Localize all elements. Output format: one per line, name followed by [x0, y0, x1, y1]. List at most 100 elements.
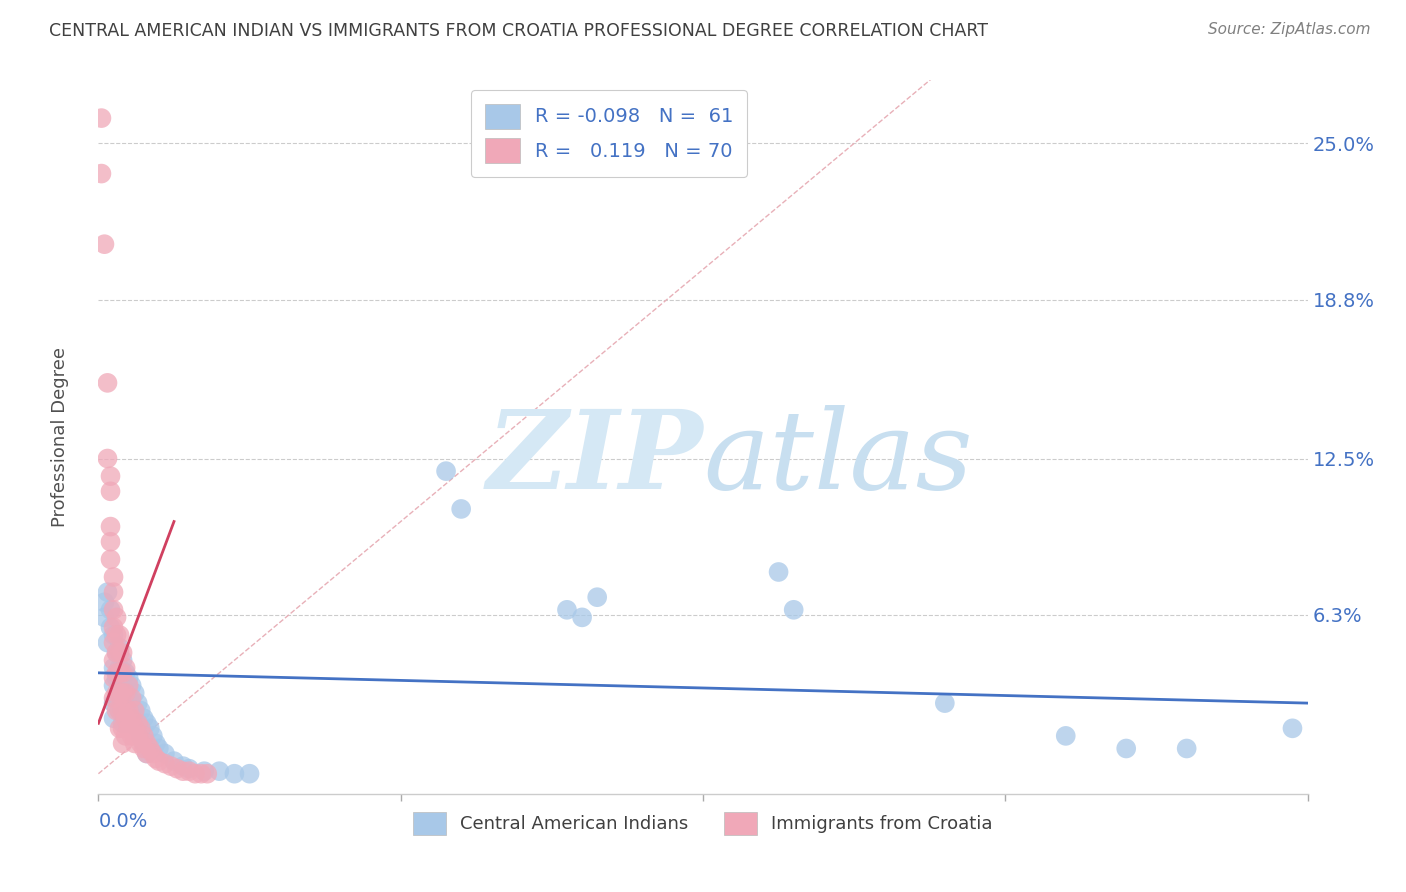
- Point: [1281, 722, 1303, 736]
- Point: [118, 704, 141, 718]
- Point: [783, 603, 806, 617]
- Point: [121, 729, 143, 743]
- Point: [100, 620, 122, 634]
- Point: [114, 686, 136, 700]
- Point: [124, 736, 146, 750]
- Point: [166, 762, 188, 776]
- Point: [132, 711, 155, 725]
- Point: [434, 464, 457, 478]
- Point: [172, 764, 194, 779]
- Point: [121, 711, 143, 725]
- Point: [208, 764, 231, 779]
- Point: [193, 764, 215, 779]
- Point: [103, 653, 125, 667]
- Point: [100, 469, 122, 483]
- Point: [132, 736, 155, 750]
- Point: [586, 591, 609, 605]
- Point: [135, 747, 157, 761]
- Point: [145, 736, 167, 750]
- Point: [114, 711, 136, 725]
- Point: [124, 711, 146, 725]
- Point: [96, 451, 118, 466]
- Point: [139, 722, 162, 736]
- Point: [108, 704, 131, 718]
- Legend: Central American Indians, Immigrants from Croatia: Central American Indians, Immigrants fro…: [406, 805, 1000, 842]
- Point: [93, 610, 115, 624]
- Point: [105, 704, 128, 718]
- Point: [103, 635, 125, 649]
- Point: [142, 747, 165, 761]
- Point: [100, 603, 122, 617]
- Point: [111, 736, 134, 750]
- Point: [105, 610, 128, 624]
- Point: [108, 628, 131, 642]
- Text: Professional Degree: Professional Degree: [51, 347, 69, 527]
- Point: [108, 686, 131, 700]
- Point: [153, 747, 176, 761]
- Point: [129, 736, 152, 750]
- Point: [139, 741, 162, 756]
- Point: [118, 691, 141, 706]
- Point: [103, 570, 125, 584]
- Text: atlas: atlas: [703, 405, 973, 512]
- Point: [90, 167, 112, 181]
- Point: [96, 376, 118, 390]
- Point: [111, 696, 134, 710]
- Text: CENTRAL AMERICAN INDIAN VS IMMIGRANTS FROM CROATIA PROFESSIONAL DEGREE CORRELATI: CENTRAL AMERICAN INDIAN VS IMMIGRANTS FR…: [49, 22, 988, 40]
- Point: [105, 628, 128, 642]
- Point: [93, 237, 115, 252]
- Point: [100, 552, 122, 566]
- Point: [148, 754, 170, 768]
- Point: [121, 691, 143, 706]
- Point: [108, 646, 131, 660]
- Point: [108, 686, 131, 700]
- Point: [103, 603, 125, 617]
- Point: [118, 678, 141, 692]
- Point: [103, 691, 125, 706]
- Point: [571, 610, 593, 624]
- Point: [114, 686, 136, 700]
- Point: [179, 762, 201, 776]
- Point: [768, 565, 790, 579]
- Point: [224, 766, 246, 780]
- Point: [127, 696, 149, 710]
- Point: [129, 722, 152, 736]
- Point: [105, 665, 128, 680]
- Point: [93, 595, 115, 609]
- Point: [135, 747, 157, 761]
- Point: [111, 653, 134, 667]
- Point: [135, 716, 157, 731]
- Point: [127, 716, 149, 731]
- Text: ZIP: ZIP: [486, 405, 703, 512]
- Point: [103, 696, 125, 710]
- Text: 0.0%: 0.0%: [98, 812, 148, 830]
- Point: [450, 502, 472, 516]
- Point: [100, 534, 122, 549]
- Point: [108, 722, 131, 736]
- Point: [105, 671, 128, 685]
- Point: [111, 722, 134, 736]
- Point: [105, 691, 128, 706]
- Point: [195, 766, 218, 780]
- Point: [103, 671, 125, 685]
- Point: [118, 722, 141, 736]
- Point: [172, 759, 194, 773]
- Point: [105, 646, 128, 660]
- Point: [103, 620, 125, 634]
- Point: [114, 661, 136, 675]
- Point: [121, 704, 143, 718]
- Point: [111, 716, 134, 731]
- Point: [111, 665, 134, 680]
- Point: [100, 519, 122, 533]
- Point: [124, 704, 146, 718]
- Point: [163, 754, 186, 768]
- Point: [179, 764, 201, 779]
- Point: [142, 729, 165, 743]
- Point: [190, 766, 212, 780]
- Point: [100, 484, 122, 499]
- Point: [124, 722, 146, 736]
- Point: [111, 671, 134, 685]
- Point: [555, 603, 578, 617]
- Point: [105, 686, 128, 700]
- Point: [103, 711, 125, 725]
